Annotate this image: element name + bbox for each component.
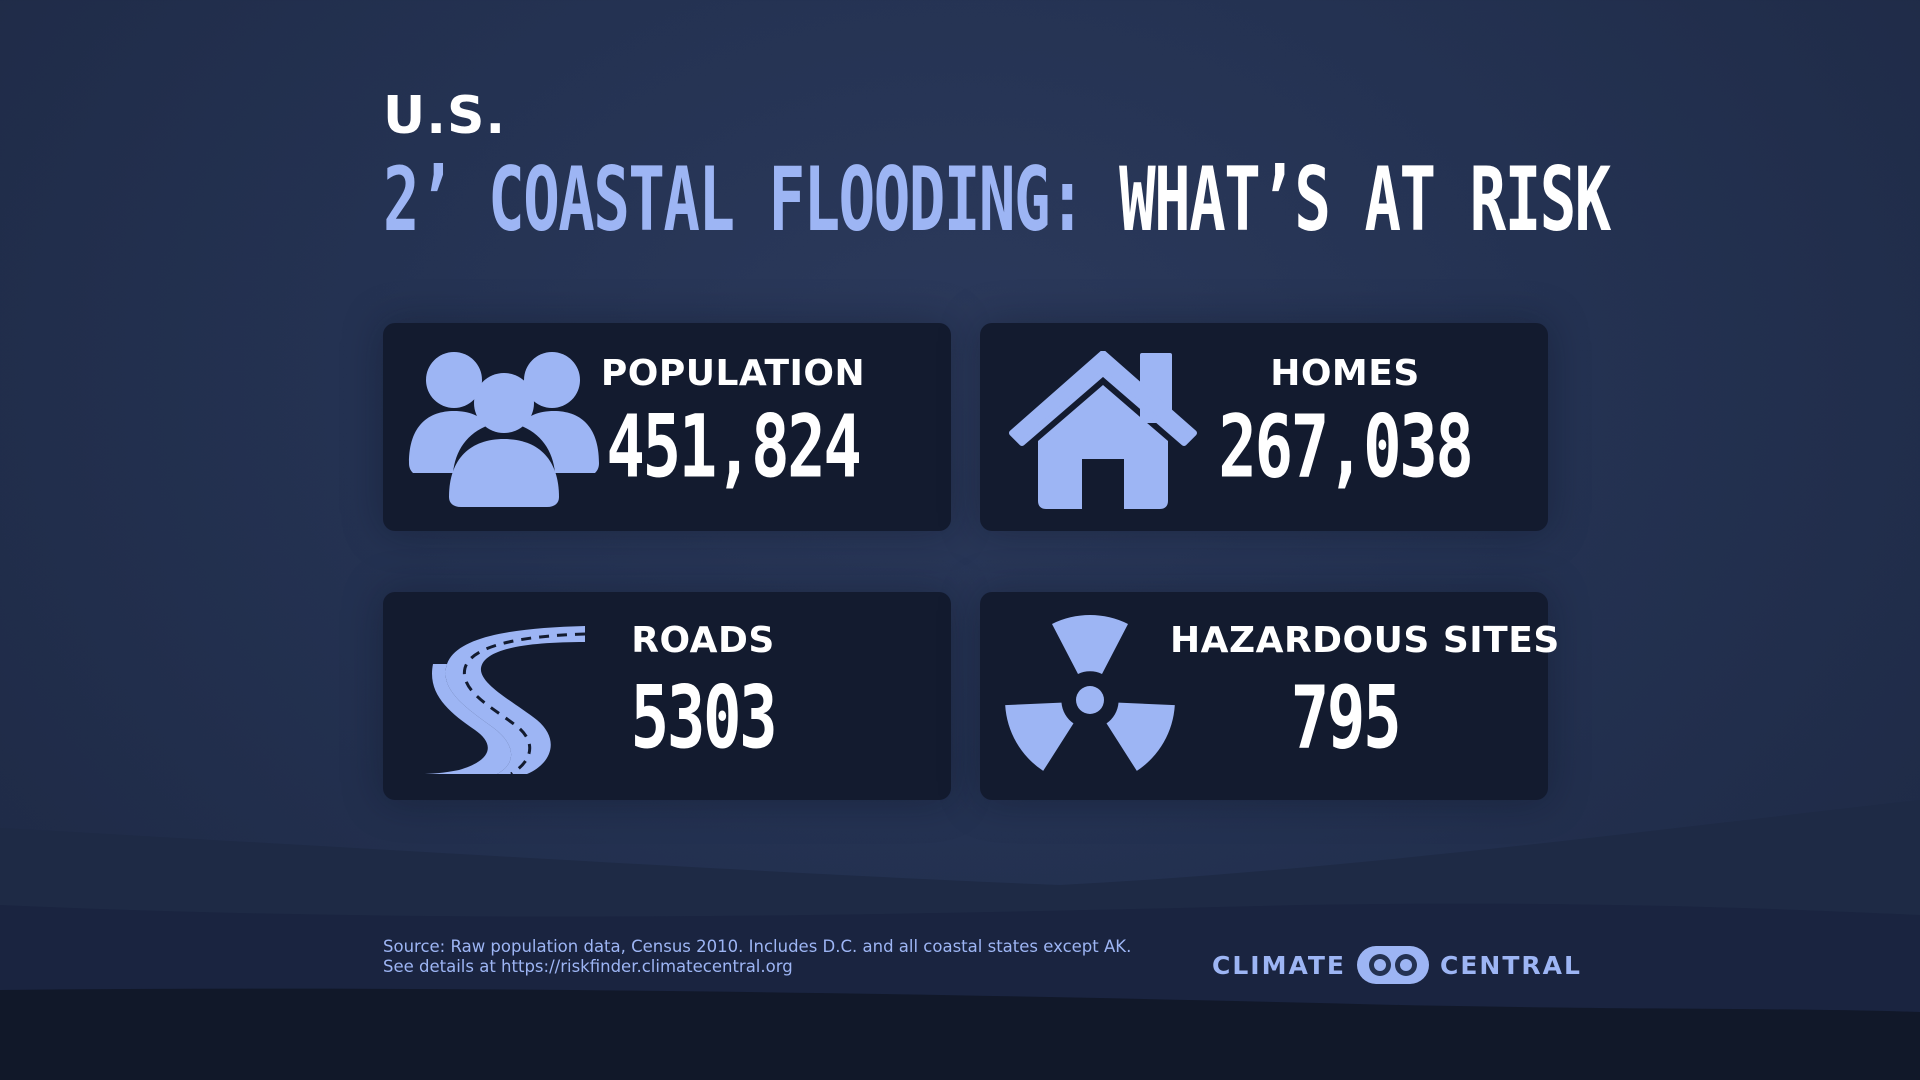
logo-word-right: CENTRAL <box>1440 950 1582 980</box>
stat-value-homes: 267,038 <box>1218 397 1474 498</box>
stat-card-population: POPULATION 451,824 <box>383 323 951 531</box>
stat-card-homes: HOMES 267,038 <box>980 323 1548 531</box>
source-line-1: Source: Raw population data, Census 2010… <box>383 937 1132 956</box>
source-note: Source: Raw population data, Census 2010… <box>383 937 1131 977</box>
source-link[interactable]: See details at https://riskfinder.climat… <box>383 957 793 976</box>
stat-value-hazardous-sites: 795 <box>1290 668 1402 769</box>
stat-card-hazardous-sites: HAZARDOUS SITES 795 <box>980 592 1560 800</box>
stat-label-roads: ROADS <box>631 620 775 661</box>
radiation-icon <box>1005 615 1175 771</box>
stat-label-homes: HOMES <box>1270 353 1420 394</box>
stat-label-hazardous-sites: HAZARDOUS SITES <box>1170 620 1560 661</box>
title-accent: 2’ COASTAL FLOODING: <box>383 148 1086 252</box>
stat-value-roads: 5303 <box>630 668 778 769</box>
stat-value-population: 451,824 <box>606 397 862 498</box>
page-title: 2’ COASTAL FLOODING: WHAT’S AT RISK <box>383 148 1611 252</box>
stat-card-roads: ROADS 5303 <box>383 592 951 800</box>
road-icon <box>421 626 586 776</box>
title-rest: WHAT’S AT RISK <box>1119 148 1611 252</box>
logo-mark-icon <box>1357 946 1429 984</box>
title-block: U.S. 2’ COASTAL FLOODING: WHAT’S AT RISK <box>383 86 1920 249</box>
house-icon <box>1009 351 1197 509</box>
climate-central-logo: CLIMATE CENTRAL <box>1212 944 1582 986</box>
title-region: U.S. <box>383 86 507 146</box>
stat-label-population: POPULATION <box>600 353 866 394</box>
logo-word-left: CLIMATE <box>1212 950 1346 980</box>
people-icon <box>409 352 599 507</box>
